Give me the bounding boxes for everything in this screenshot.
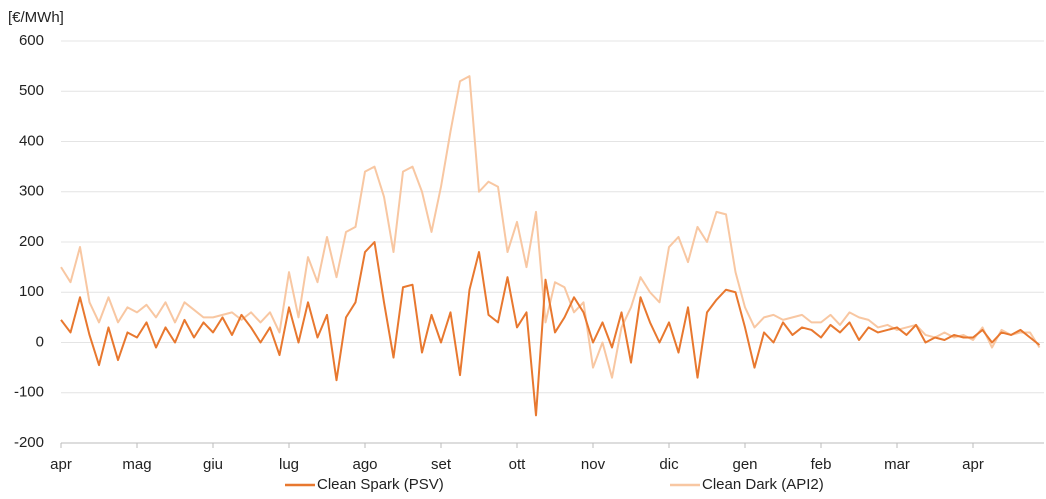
x-tick-label: ott xyxy=(509,456,527,473)
series-line xyxy=(60,75,1041,379)
x-tick-label: lug xyxy=(279,456,299,473)
legend-label: Clean Dark (API2) xyxy=(702,476,824,493)
series-line xyxy=(60,241,1041,417)
x-tick-label: gen xyxy=(732,456,757,473)
y-tick-label: 100 xyxy=(19,283,44,300)
x-tick-label: set xyxy=(431,456,452,473)
y-tick-label: 200 xyxy=(19,233,44,250)
y-tick-label: 600 xyxy=(19,32,44,49)
y-tick-label: 0 xyxy=(36,333,44,350)
y-tick-label: 400 xyxy=(19,132,44,149)
x-tick-label: feb xyxy=(811,456,832,473)
legend-label: Clean Spark (PSV) xyxy=(317,476,444,493)
y-tick-label: 500 xyxy=(19,82,44,99)
x-tick-label: apr xyxy=(962,456,984,473)
x-tick-label: giu xyxy=(203,456,223,473)
x-tick-label: dic xyxy=(659,456,679,473)
x-tick-label: ago xyxy=(352,456,377,473)
x-tick-label: nov xyxy=(581,456,606,473)
x-tick-label: mag xyxy=(122,456,151,473)
y-axis-label: [€/MWh] xyxy=(8,9,64,26)
y-tick-label: -100 xyxy=(14,384,44,401)
y-tick-label: 300 xyxy=(19,183,44,200)
y-tick-label: -200 xyxy=(14,434,44,451)
x-tick-label: apr xyxy=(50,456,72,473)
x-tick-label: mar xyxy=(884,456,910,473)
